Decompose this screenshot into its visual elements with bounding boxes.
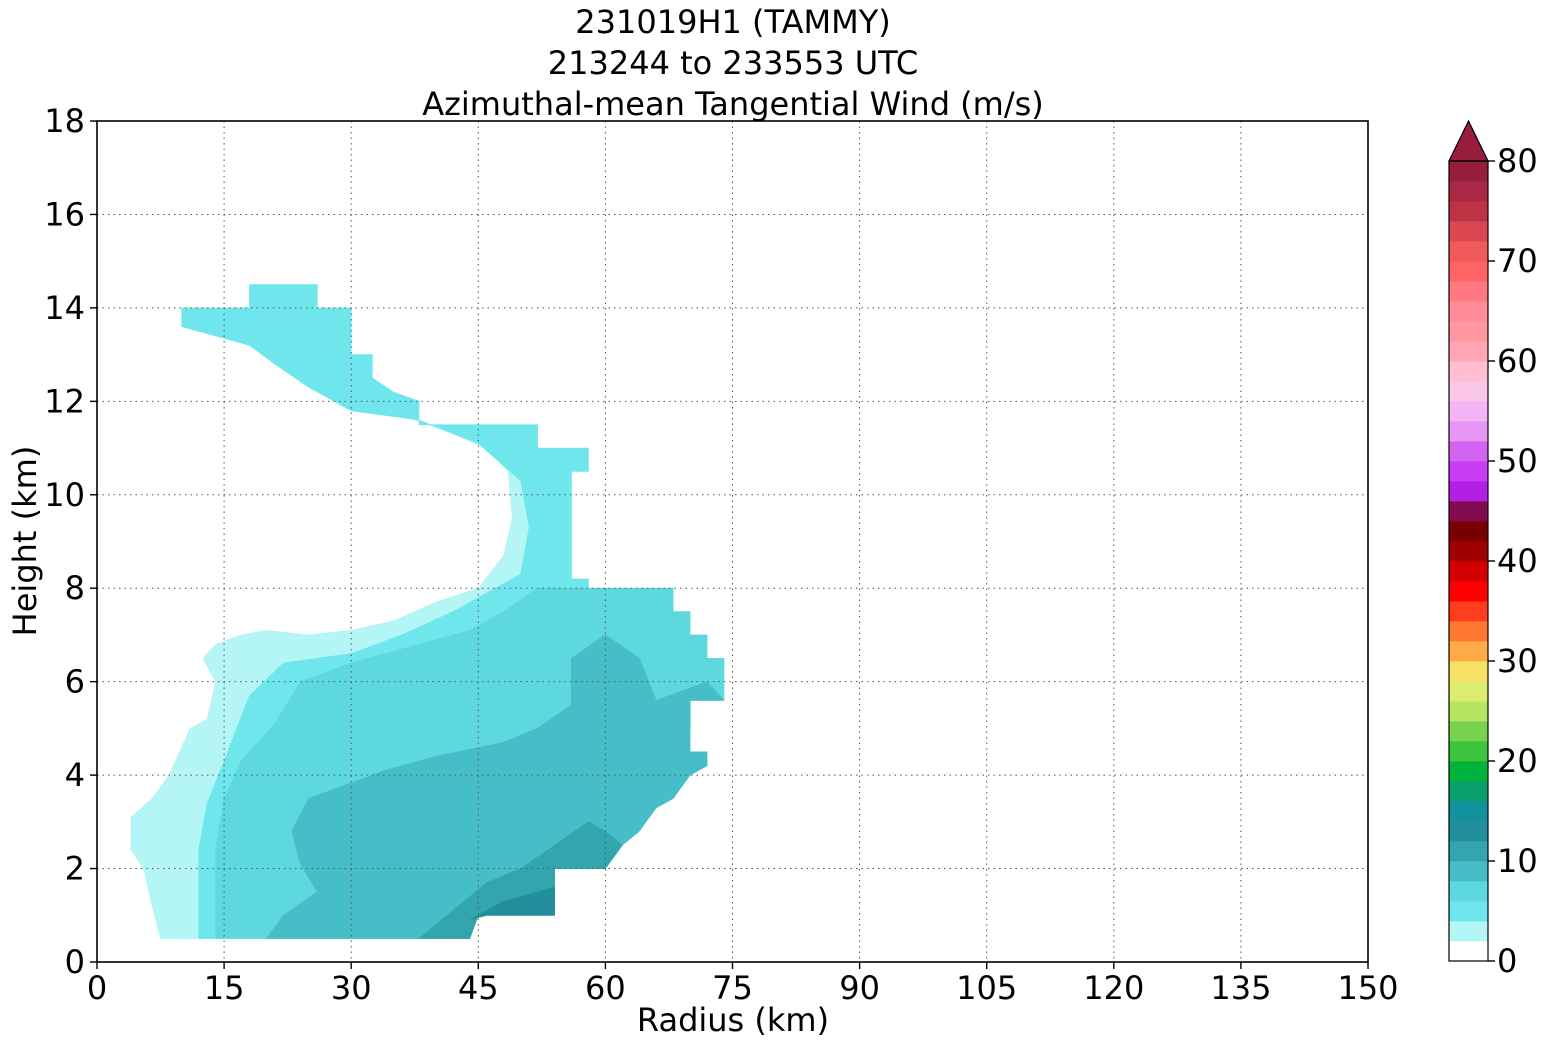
colorbar-segment xyxy=(1449,181,1488,202)
colorbar-segment xyxy=(1449,221,1488,242)
x-axis-label: Radius (km) xyxy=(637,1001,829,1039)
y-tick-label: 10 xyxy=(44,476,85,514)
y-tick-label: 8 xyxy=(65,569,85,607)
colorbar-tick-label: 0 xyxy=(1497,942,1517,980)
chart-title: 231019H1 (TAMMY) 213244 to 233553 UTC Az… xyxy=(422,3,1044,123)
y-axis-ticks: 0 2 4 6 8 10 12 14 16 18 xyxy=(44,102,97,981)
colorbar-segment xyxy=(1449,561,1488,582)
contour-fill-layer xyxy=(130,284,725,939)
colorbar-segment xyxy=(1449,861,1488,882)
x-tick-label: 90 xyxy=(839,969,880,1007)
colorbar-segment xyxy=(1449,521,1488,542)
y-tick-label: 0 xyxy=(65,943,85,981)
colorbar-tick-label: 80 xyxy=(1497,142,1538,180)
x-tick-label: 105 xyxy=(956,969,1017,1007)
x-tick-label: 150 xyxy=(1337,969,1398,1007)
colorbar-tick-label: 50 xyxy=(1497,442,1538,480)
y-tick-label: 18 xyxy=(44,102,85,140)
colorbar-tick-label: 20 xyxy=(1497,742,1538,780)
x-tick-label: 0 xyxy=(87,969,107,1007)
x-tick-label: 60 xyxy=(585,969,626,1007)
colorbar-segment xyxy=(1449,941,1488,962)
colorbar-segment xyxy=(1449,881,1488,902)
colorbar-tick-label: 60 xyxy=(1497,342,1538,380)
colorbar-segment xyxy=(1449,321,1488,342)
colorbar-segment xyxy=(1449,421,1488,442)
colorbar-tick-label: 30 xyxy=(1497,642,1538,680)
y-tick-label: 6 xyxy=(65,663,85,701)
colorbar-tick-label: 40 xyxy=(1497,542,1538,580)
x-tick-label: 15 xyxy=(204,969,245,1007)
title-line-1: 231019H1 (TAMMY) xyxy=(575,3,890,41)
colorbar-segment xyxy=(1449,641,1488,662)
colorbar: 0 10 20 30 40 50 60 70 80 xyxy=(1448,119,1538,980)
colorbar-segment xyxy=(1449,301,1488,322)
contour-region-12-14-6 xyxy=(469,886,555,921)
colorbar-segment xyxy=(1449,921,1488,942)
colorbar-segment xyxy=(1449,661,1488,682)
colorbar-segment xyxy=(1449,241,1488,262)
colorbar-segment xyxy=(1449,261,1488,282)
colorbar-segment xyxy=(1449,821,1488,842)
colorbar-segment xyxy=(1449,801,1488,822)
colorbar-tick-label: 70 xyxy=(1497,242,1538,280)
colorbar-segment xyxy=(1449,401,1488,422)
y-axis-label: Height (km) xyxy=(6,446,44,637)
x-tick-label: 45 xyxy=(458,969,499,1007)
colorbar-segment xyxy=(1449,201,1488,222)
colorbar-segment xyxy=(1449,161,1488,182)
colorbar-segment xyxy=(1449,601,1488,622)
colorbar-segment xyxy=(1449,741,1488,762)
colorbar-segment xyxy=(1449,281,1488,302)
x-axis-ticks: 0 15 30 45 60 75 90 105 120 135 150 xyxy=(87,962,1399,1007)
colorbar-segment xyxy=(1449,341,1488,362)
colorbar-segment xyxy=(1449,761,1488,782)
x-tick-label: 30 xyxy=(331,969,372,1007)
x-tick-label: 135 xyxy=(1210,969,1271,1007)
colorbar-segment xyxy=(1449,481,1488,502)
y-tick-label: 14 xyxy=(44,289,85,327)
y-tick-label: 4 xyxy=(65,756,85,794)
x-tick-label: 75 xyxy=(712,969,753,1007)
y-tick-label: 2 xyxy=(65,850,85,888)
colorbar-segment xyxy=(1449,721,1488,742)
title-line-3: Azimuthal-mean Tangential Wind (m/s) xyxy=(422,85,1044,123)
colorbar-segment xyxy=(1449,381,1488,402)
colorbar-segment xyxy=(1449,461,1488,482)
colorbar-segment xyxy=(1449,841,1488,862)
colorbar-segment xyxy=(1449,781,1488,802)
colorbar-extend-arrow xyxy=(1448,119,1489,162)
colorbar-segment xyxy=(1449,701,1488,722)
title-line-2: 213244 to 233553 UTC xyxy=(548,44,918,82)
colorbar-segment xyxy=(1449,541,1488,562)
colorbar-segment xyxy=(1449,581,1488,602)
x-tick-label: 120 xyxy=(1083,969,1144,1007)
colorbar-segment xyxy=(1449,621,1488,642)
colorbar-segment xyxy=(1449,441,1488,462)
y-tick-label: 16 xyxy=(44,195,85,233)
colorbar-tick-label: 10 xyxy=(1497,842,1538,880)
colorbar-segment xyxy=(1449,901,1488,922)
colorbar-segment xyxy=(1449,681,1488,702)
colorbar-segment xyxy=(1449,501,1488,522)
colorbar-segment xyxy=(1449,361,1488,382)
y-tick-label: 12 xyxy=(44,382,85,420)
